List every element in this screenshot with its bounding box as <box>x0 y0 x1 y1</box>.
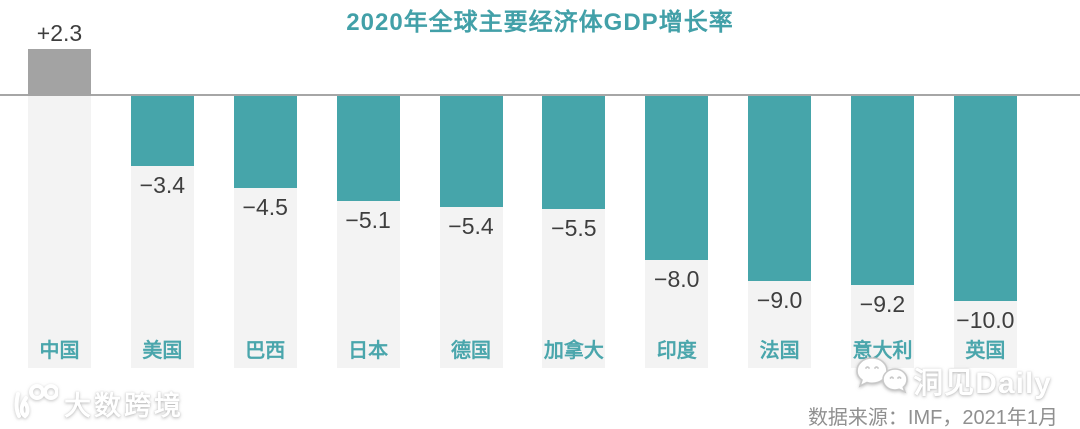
category-label: 法国 <box>759 340 800 362</box>
hundred-logo-icon <box>12 382 59 425</box>
brand-watermark-left-text: 大数跨境 <box>64 391 184 421</box>
category-label: 加拿大 <box>543 340 604 362</box>
zero-axis-line <box>0 94 1080 96</box>
value-label: −10.0 <box>956 307 1015 333</box>
negative-bar <box>439 96 503 207</box>
bar-column-3: −4.5 巴西 <box>233 96 297 368</box>
category-label: 德国 <box>451 340 491 362</box>
category-label: 巴西 <box>245 340 286 362</box>
value-label: −9.2 <box>859 291 906 317</box>
value-label: −5.5 <box>551 215 597 241</box>
bar-column-2: −3.4 美国 <box>130 96 194 368</box>
chart-title: 2020年全球主要经济体GDP增长率 <box>346 9 734 36</box>
negative-bar <box>645 96 709 260</box>
bar-column-5: −5.4 德国 <box>439 96 503 368</box>
value-label: −9.0 <box>756 287 803 313</box>
data-source-note: 数据来源：IMF，2021年1月 <box>807 407 1058 429</box>
brand-watermark-left: 大数跨境 <box>12 382 184 425</box>
negative-bar <box>748 96 812 281</box>
bar-column-10: −10.0 英国 <box>953 96 1017 368</box>
negative-bar <box>542 96 606 209</box>
value-label: −8.0 <box>654 266 700 292</box>
category-label: 英国 <box>965 340 1006 362</box>
value-label: +2.3 <box>36 20 83 46</box>
value-label: −5.1 <box>345 207 391 233</box>
brand-watermark-right: 洞见Daily <box>855 355 1052 404</box>
negative-bar <box>851 96 914 285</box>
negative-bar <box>130 96 194 166</box>
bar-columns: +2.3 中国 −3.4 美国 −4.5 巴西 −5.1 日本 −5.4 德国 −5.5 加拿大 −8.… <box>28 21 1017 368</box>
negative-bar <box>953 96 1017 301</box>
value-label: −5.4 <box>448 213 494 239</box>
category-label: 中国 <box>39 340 80 362</box>
positive-bar <box>28 49 91 96</box>
category-label: 美国 <box>142 340 183 362</box>
bar-column-9: −9.2 意大利 <box>851 96 914 368</box>
value-label: −4.5 <box>242 194 288 220</box>
category-label: 意大利 <box>852 340 913 362</box>
category-label: 印度 <box>656 340 697 362</box>
bar-column-6: −5.5 加拿大 <box>542 96 606 368</box>
bar-column-4: −5.1 日本 <box>336 96 400 368</box>
wechat-bubbles-icon <box>855 355 911 404</box>
negative-bar <box>233 96 297 188</box>
bar-column-8: −9.0 法国 <box>748 96 812 368</box>
category-label: 日本 <box>348 340 389 362</box>
brand-watermark-right-text: 洞见Daily <box>913 366 1052 400</box>
value-label: −3.4 <box>139 172 186 198</box>
bar-column-1: +2.3 中国 <box>28 21 91 368</box>
bar-column-7: −8.0 印度 <box>645 96 709 368</box>
negative-bar <box>336 96 400 201</box>
